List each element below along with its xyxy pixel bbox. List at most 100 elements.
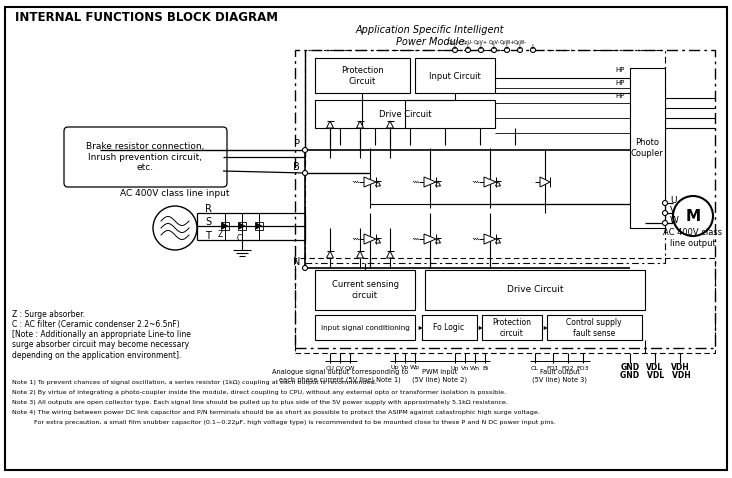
Polygon shape [326,121,334,128]
Text: CW: CW [345,366,355,370]
Circle shape [662,200,668,206]
Text: Brake resistor connection,
Inrush prevention circuit,
etc.: Brake resistor connection, Inrush preven… [86,142,204,172]
Text: Protection
Circuit: Protection Circuit [340,66,384,86]
Text: Input signal conditioning: Input signal conditioning [321,325,409,331]
Text: N: N [293,257,300,267]
Text: HP: HP [616,93,624,99]
Text: ↓: ↓ [517,44,523,50]
Circle shape [466,47,471,53]
Text: AC 400V class line input: AC 400V class line input [120,188,230,197]
Text: Up: Up [391,366,399,370]
Text: Note 3) All outputs are open collector type. Each signal line should be pulled u: Note 3) All outputs are open collector t… [12,400,508,405]
Circle shape [452,47,458,53]
Bar [295,50,715,348]
Polygon shape [496,181,501,186]
FancyBboxPatch shape [64,127,227,187]
Circle shape [302,265,307,271]
Text: Input Circuit: Input Circuit [429,72,481,80]
Text: V: V [670,206,676,215]
Polygon shape [326,251,334,258]
Text: Application Specific Intelligent
Power Module: Application Specific Intelligent Power M… [356,25,504,47]
Bar [482,315,542,340]
Text: Wn: Wn [470,366,480,370]
Polygon shape [436,238,441,243]
Text: CpV-: CpV- [488,40,500,44]
Polygon shape [496,238,501,243]
Bar [315,58,410,93]
Text: C: C [237,233,242,242]
Polygon shape [364,234,376,244]
Text: CpU+: CpU+ [448,40,462,44]
Circle shape [531,47,536,53]
Text: VDL: VDL [646,363,664,372]
Text: CV: CV [336,366,344,370]
Polygon shape [376,238,381,243]
Bar [221,222,229,230]
Text: HP: HP [616,80,624,86]
Polygon shape [386,251,394,258]
Polygon shape [436,181,441,186]
Text: CL: CL [531,366,539,370]
Text: Z: Z [218,229,223,239]
Text: CU: CU [326,366,335,370]
Bar [295,258,715,353]
Polygon shape [356,251,364,258]
Text: CpV+: CpV+ [474,40,488,44]
Text: CpW-: CpW- [514,40,526,44]
Polygon shape [356,121,364,128]
Text: Vn: Vn [461,366,469,370]
Text: Bi: Bi [482,366,488,370]
Bar [422,315,477,340]
Text: FO1: FO1 [547,366,559,370]
Polygon shape [544,326,547,329]
Text: [Note : Additionally an appropriate Line-to line
surge absorber circuit may beco: [Note : Additionally an appropriate Line… [12,330,191,360]
Text: R: R [205,204,212,214]
Polygon shape [419,326,422,329]
Polygon shape [239,223,245,229]
Text: Un: Un [451,366,459,370]
Text: Fault output
(5V line) Note 3): Fault output (5V line) Note 3) [532,369,588,383]
Bar [305,50,665,263]
Text: C : AC filter (Ceramic condenser 2.2~6.5nF): C : AC filter (Ceramic condenser 2.2~6.5… [12,320,180,329]
Text: Z : Surge absorber.: Z : Surge absorber. [12,310,85,319]
Text: ↓: ↓ [491,44,497,50]
Text: Drive Circuit: Drive Circuit [378,109,431,119]
Text: ↓: ↓ [504,44,510,50]
Text: ↓: ↓ [452,44,458,50]
Text: B: B [294,162,300,172]
Bar [238,222,246,230]
Circle shape [479,47,484,53]
Bar [630,68,665,228]
Text: FO2: FO2 [561,366,575,370]
Text: For extra precaution, a small film snubber capacitor (0.1~0.22μF, high voltage t: For extra precaution, a small film snubb… [12,420,556,425]
Text: P: P [294,139,300,149]
Circle shape [153,206,197,250]
Bar [415,58,495,93]
Circle shape [491,47,496,53]
Bar [255,222,263,230]
Text: VDH: VDH [671,363,690,372]
Text: AC 400V class
line output: AC 400V class line output [663,228,722,248]
Text: Vp: Vp [401,366,409,370]
Text: Control supply
fault sense: Control supply fault sense [566,318,621,337]
Text: Analogue signal output corresponding to
each phase current (5V line) Note 1): Analogue signal output corresponding to … [272,369,408,383]
Text: Photo
Coupler: Photo Coupler [630,138,663,158]
Text: ↓: ↓ [530,44,536,50]
Text: CpW+: CpW+ [499,40,515,44]
Polygon shape [484,234,496,244]
Text: CpU-: CpU- [462,40,474,44]
Text: GND   VDL   VDH: GND VDL VDH [619,371,690,380]
Polygon shape [479,326,482,329]
Polygon shape [222,223,228,229]
Text: Note 4) The wiring between power DC link capacitor and P/N terminals should be a: Note 4) The wiring between power DC link… [12,410,540,415]
Text: ↓: ↓ [478,44,484,50]
Polygon shape [386,121,394,128]
Polygon shape [424,177,436,187]
Polygon shape [364,177,376,187]
Text: PWM input
(5V line) Note 2): PWM input (5V line) Note 2) [412,369,468,383]
Circle shape [662,220,668,226]
Bar [425,270,645,310]
Circle shape [518,47,523,53]
Text: U: U [670,196,676,205]
Circle shape [302,171,307,175]
